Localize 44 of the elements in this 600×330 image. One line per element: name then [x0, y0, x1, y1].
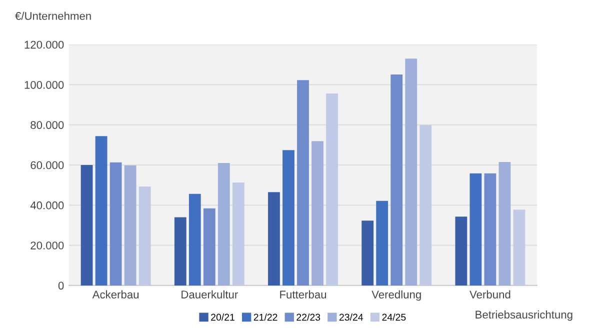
- bar: [138, 186, 151, 286]
- bar: [312, 141, 324, 286]
- legend-label: 20/21: [211, 314, 234, 321]
- bar: [470, 173, 482, 286]
- x-tick-label: Verbund: [470, 290, 510, 298]
- y-tick-label: 40.000: [30, 201, 64, 210]
- y-tick-label: 20.000: [30, 242, 64, 250]
- bar: [405, 58, 418, 286]
- bar: [95, 136, 108, 286]
- bar: [390, 74, 403, 286]
- bar: [80, 165, 93, 286]
- y-tick-label: 100.000: [24, 80, 64, 89]
- bar: [188, 194, 201, 286]
- bar: [376, 200, 388, 286]
- x-tick-label: Veredlung: [372, 290, 421, 301]
- y-tick-label: 60.000: [30, 161, 64, 170]
- bar: [268, 192, 280, 286]
- bar: [218, 162, 230, 286]
- x-tick-label: Futterbau: [280, 290, 326, 298]
- bar: [110, 162, 122, 286]
- bar: [513, 210, 526, 286]
- bar: [484, 173, 496, 286]
- legend-label: 24/25: [382, 314, 406, 321]
- x-tick-label: Dauerkultur: [182, 290, 238, 298]
- bar: [174, 217, 186, 286]
- y-axis-title: €/Unternehmen: [15, 12, 91, 20]
- legend-label: 23/24: [339, 314, 364, 321]
- y-tick-label: 80.000: [30, 121, 64, 129]
- bar: [282, 150, 294, 286]
- bar: [420, 125, 432, 286]
- legend-label: 22/23: [296, 314, 320, 321]
- x-tick-label: Ackerbau: [92, 290, 139, 298]
- bar: [203, 208, 216, 286]
- bar: [232, 182, 244, 286]
- y-tick-label: 0: [58, 282, 64, 290]
- bar: [297, 80, 309, 286]
- bar: [455, 216, 468, 286]
- bar: [326, 94, 338, 286]
- y-tick-label: 120.000: [24, 40, 64, 49]
- x-axis-title: Betriebsausrichtung: [476, 310, 572, 321]
- bar: [498, 162, 511, 286]
- bar: [124, 165, 136, 286]
- bar: [362, 220, 374, 286]
- legend-label: 21/22: [254, 314, 278, 321]
